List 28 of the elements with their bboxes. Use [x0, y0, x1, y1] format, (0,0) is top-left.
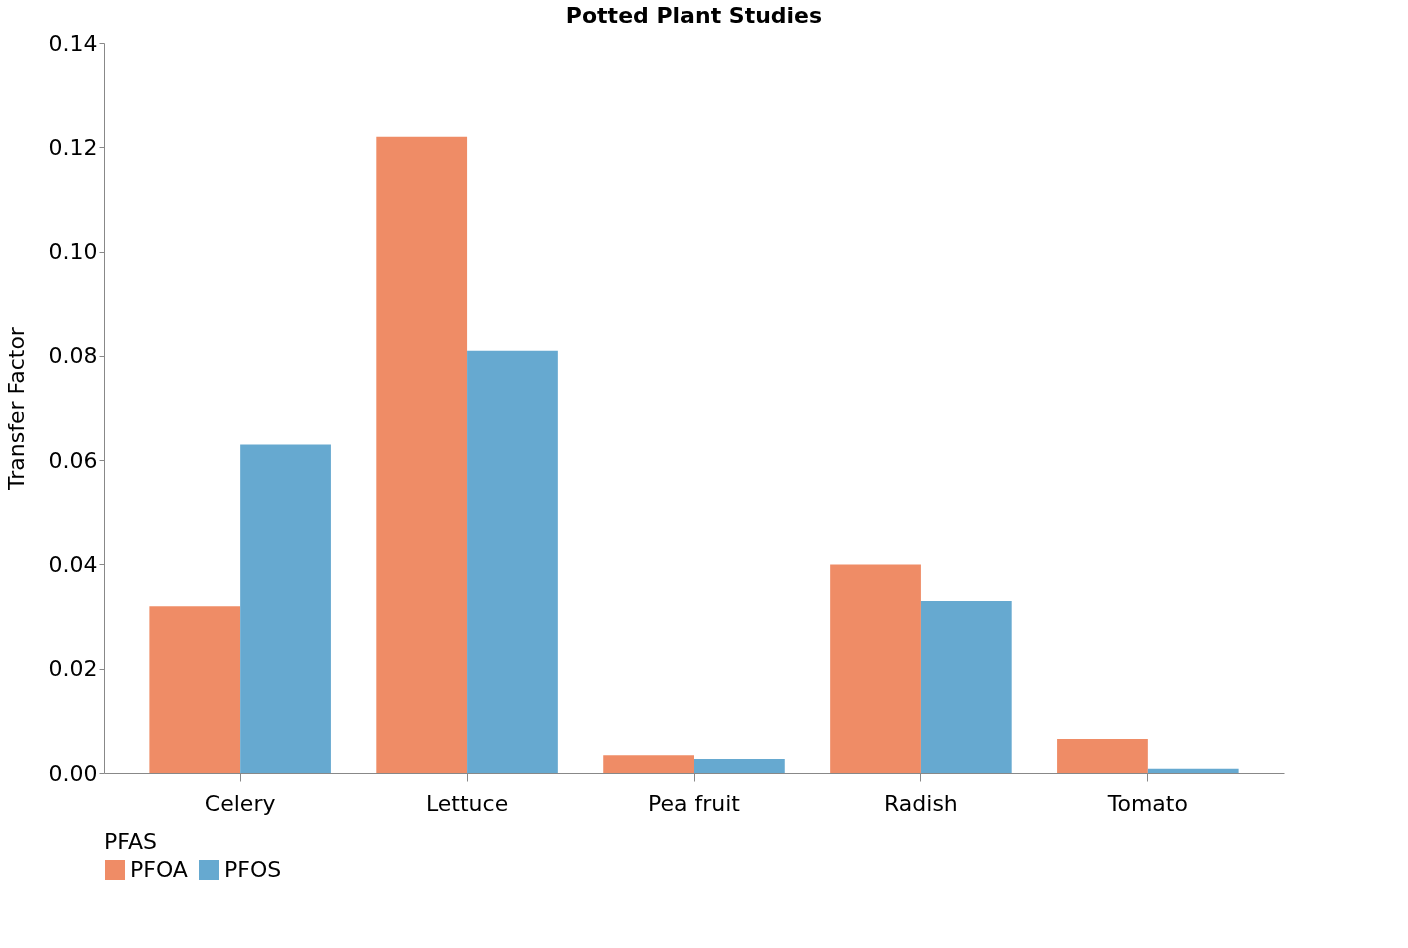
bar: [694, 758, 785, 773]
y-tick-label: 0.04: [48, 551, 98, 577]
y-tick-label: 0.14: [48, 30, 98, 56]
x-tick-label: Radish: [884, 790, 958, 816]
x-tick-label: Tomato: [1106, 790, 1188, 816]
y-tick-label: 0.06: [48, 447, 98, 473]
y-tick-label: 0.08: [48, 343, 98, 369]
bar: [149, 606, 241, 773]
y-axis-title: Transfer Factor: [3, 326, 29, 491]
bar: [240, 444, 331, 773]
legend-label: PFOA: [130, 857, 188, 882]
bar: [603, 755, 694, 773]
x-tick-label: Pea fruit: [648, 790, 741, 816]
legend-label: PFOS: [224, 857, 282, 882]
bar: [376, 136, 468, 773]
chart-title: Potted Plant Studies: [565, 3, 823, 28]
bar: [467, 350, 558, 773]
x-tick-label: Lettuce: [425, 790, 509, 816]
y-tick-label: 0.00: [48, 760, 98, 786]
bar: [1057, 739, 1148, 773]
y-tick-label: 0.10: [48, 239, 98, 265]
y-tick-label: 0.12: [48, 134, 98, 160]
bar: [920, 600, 1012, 773]
legend-title: PFAS: [104, 829, 157, 854]
bar: [830, 564, 921, 773]
bar: [1147, 768, 1239, 773]
x-tick-label: Celery: [204, 790, 276, 816]
y-tick-label: 0.02: [48, 656, 98, 682]
